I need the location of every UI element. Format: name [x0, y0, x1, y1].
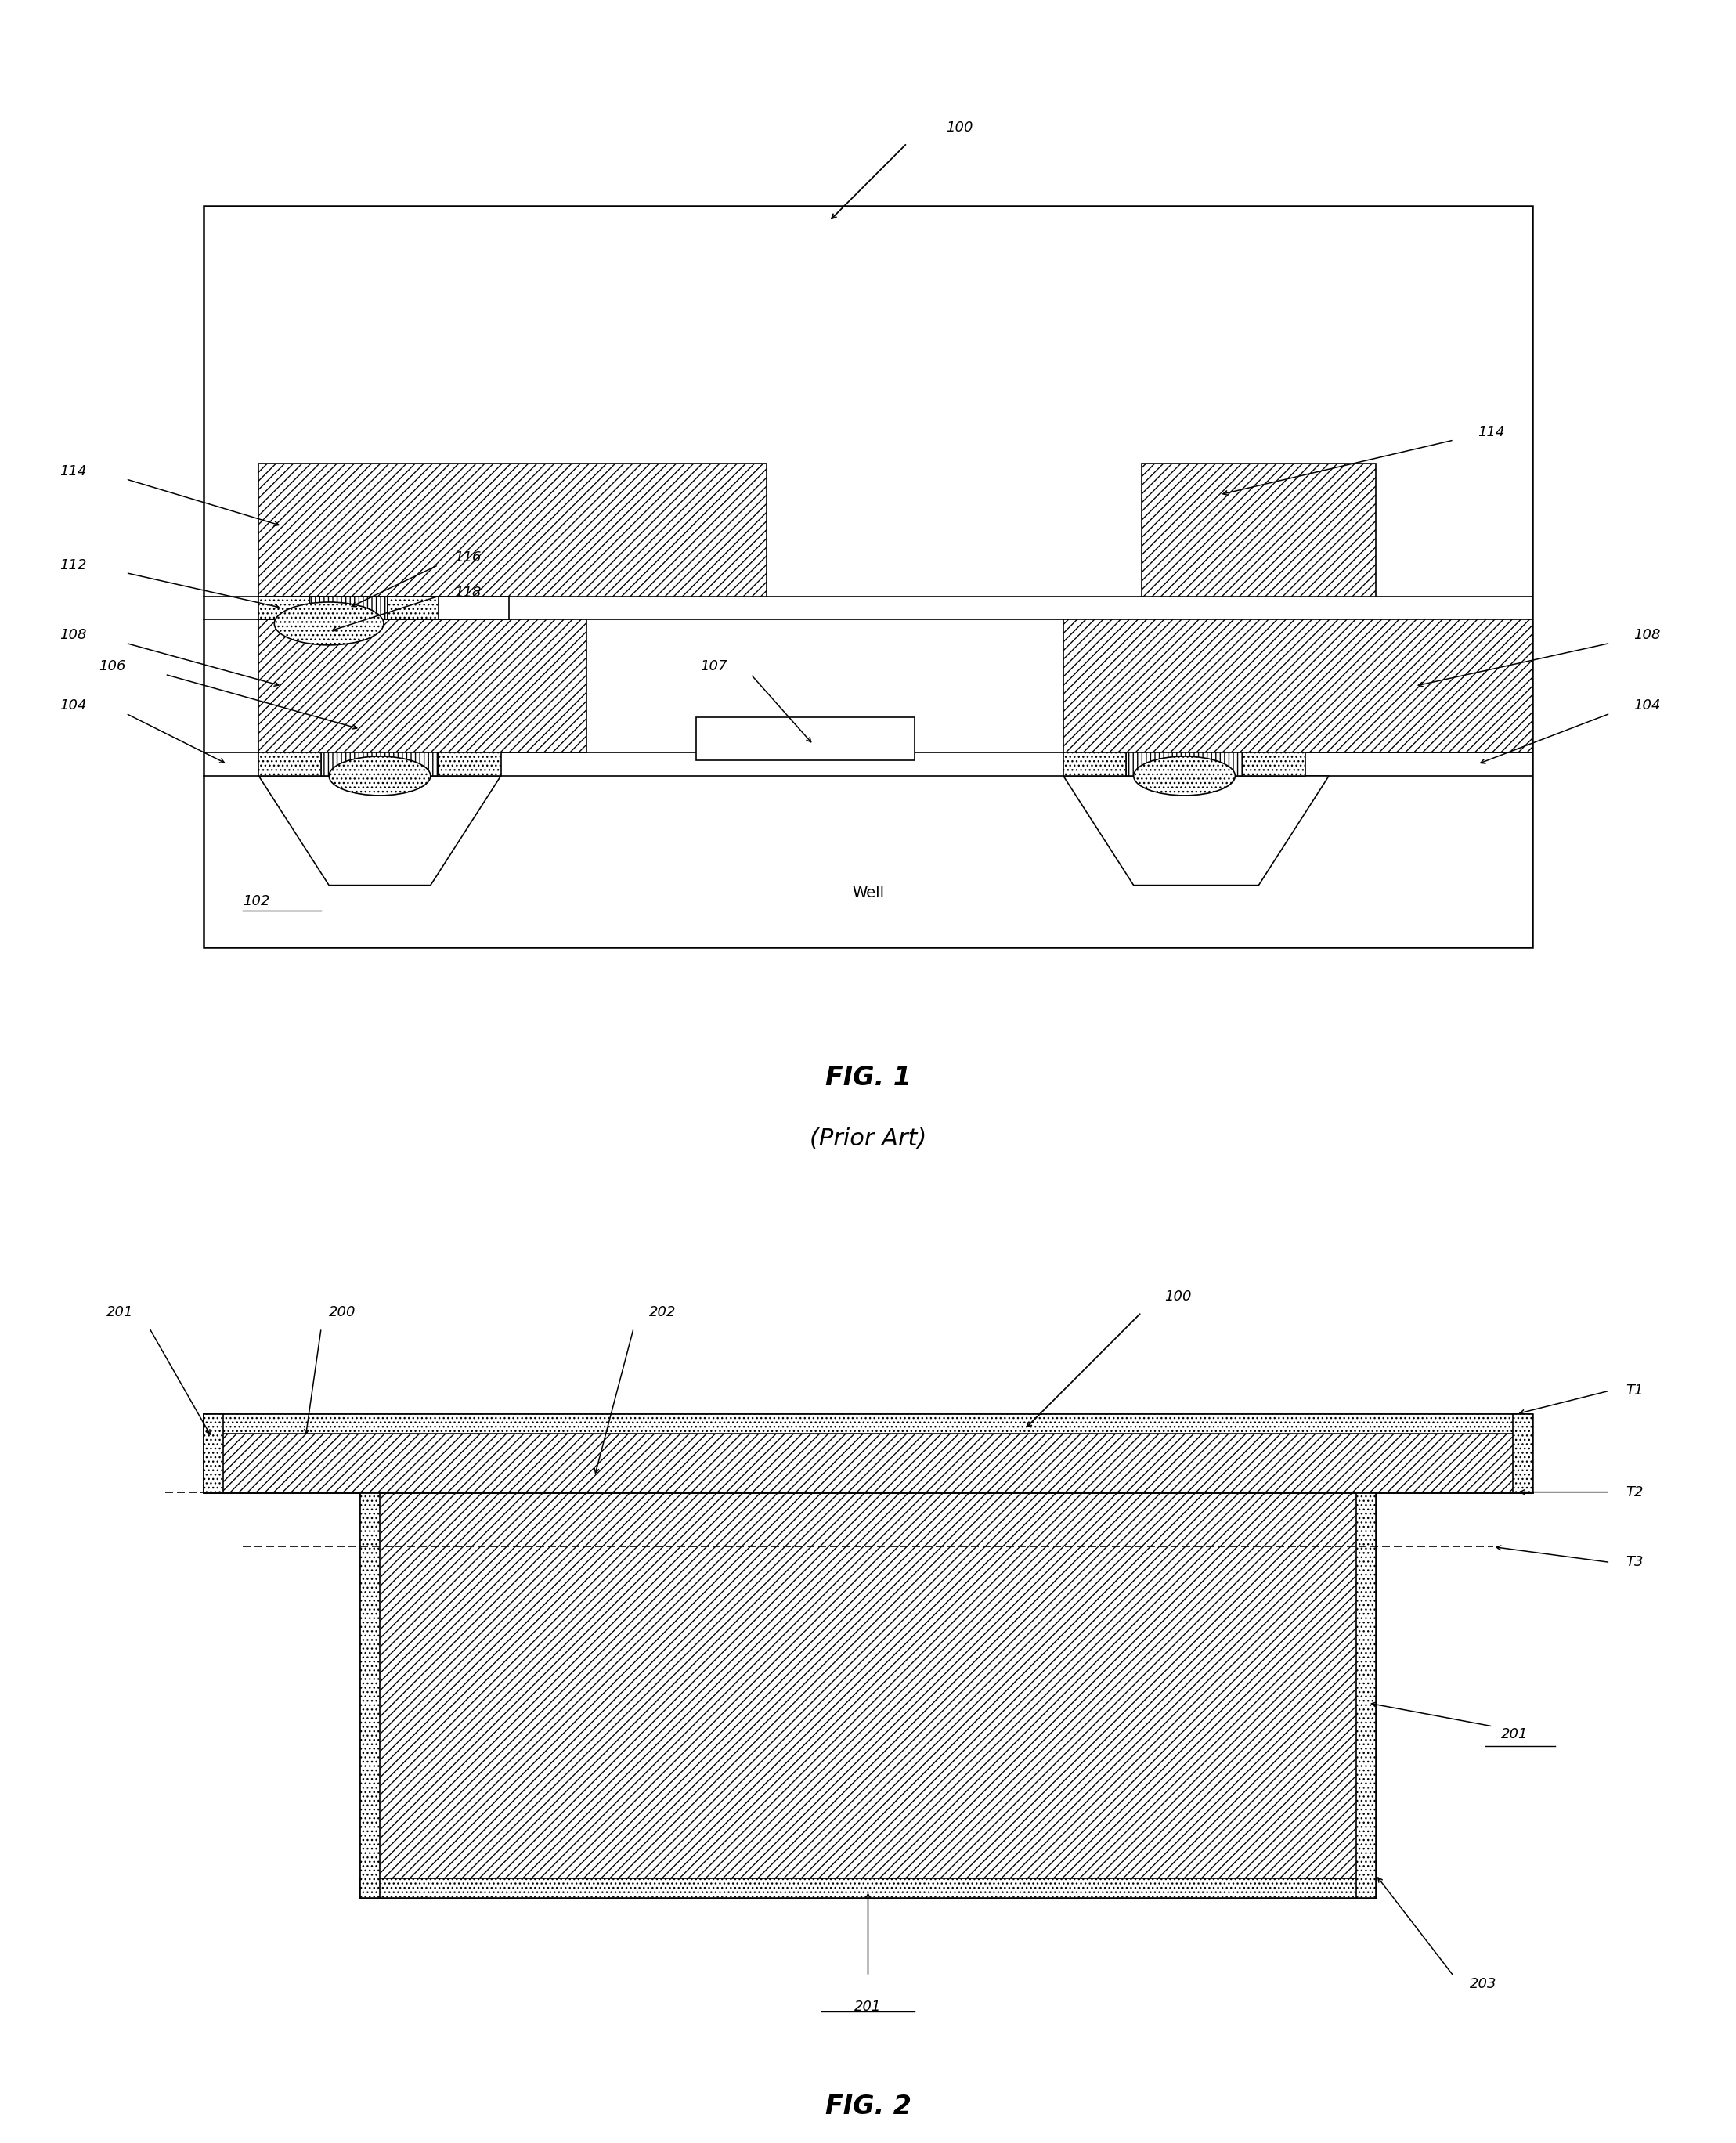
Text: 202: 202 [649, 1305, 677, 1320]
Bar [321, 752, 439, 776]
Text: (Prior Art): (Prior Art) [809, 1127, 927, 1151]
Text: 203: 203 [1469, 1978, 1496, 1991]
Text: FIG. 2: FIG. 2 [825, 2094, 911, 2119]
Text: 116: 116 [455, 551, 481, 564]
Bar [1512, 1414, 1533, 1492]
Bar [1142, 463, 1375, 596]
Bar [259, 596, 309, 619]
Bar [1356, 1492, 1377, 1899]
Polygon shape [1062, 776, 1330, 885]
Text: 200: 200 [330, 1305, 356, 1320]
Ellipse shape [274, 602, 384, 645]
Text: 104: 104 [1634, 699, 1661, 714]
Text: FIG. 1: FIG. 1 [825, 1065, 911, 1091]
Bar [361, 1492, 1377, 1899]
Bar [437, 752, 502, 776]
Text: Well: Well [852, 885, 884, 900]
Text: 201: 201 [854, 1999, 882, 2014]
Text: 104: 104 [59, 699, 87, 714]
Bar [361, 1879, 1377, 1899]
Text: T2: T2 [1627, 1485, 1644, 1500]
Text: 114: 114 [59, 465, 87, 478]
Text: 108: 108 [59, 628, 87, 643]
Bar [259, 596, 509, 619]
Text: 100: 100 [946, 120, 974, 135]
Text: 100: 100 [1165, 1290, 1193, 1303]
Bar [696, 718, 915, 761]
Bar [361, 1492, 380, 1899]
Bar [1127, 752, 1243, 776]
Text: 118: 118 [455, 585, 481, 600]
Bar [259, 619, 587, 752]
Bar [1062, 619, 1533, 752]
Bar [259, 752, 321, 776]
Bar [205, 1414, 224, 1492]
Bar [1243, 752, 1305, 776]
Text: T3: T3 [1627, 1556, 1644, 1569]
Text: 201: 201 [106, 1305, 134, 1320]
Text: 102: 102 [243, 894, 271, 909]
Text: T1: T1 [1627, 1384, 1644, 1397]
Bar [259, 463, 767, 596]
Ellipse shape [330, 756, 431, 795]
Bar [309, 596, 387, 619]
Bar [205, 206, 1533, 947]
Bar [205, 1414, 1533, 1434]
Bar [1062, 752, 1127, 776]
Bar [387, 596, 439, 619]
Polygon shape [1062, 776, 1330, 885]
Polygon shape [259, 776, 502, 885]
Text: 201: 201 [1502, 1727, 1528, 1742]
Text: 106: 106 [99, 660, 127, 673]
Text: 108: 108 [1634, 628, 1661, 643]
Text: 112: 112 [59, 557, 87, 572]
Text: 114: 114 [1477, 424, 1505, 439]
Polygon shape [259, 776, 502, 885]
Ellipse shape [1134, 756, 1236, 795]
Bar [205, 1414, 1533, 1492]
Text: 107: 107 [700, 660, 727, 673]
